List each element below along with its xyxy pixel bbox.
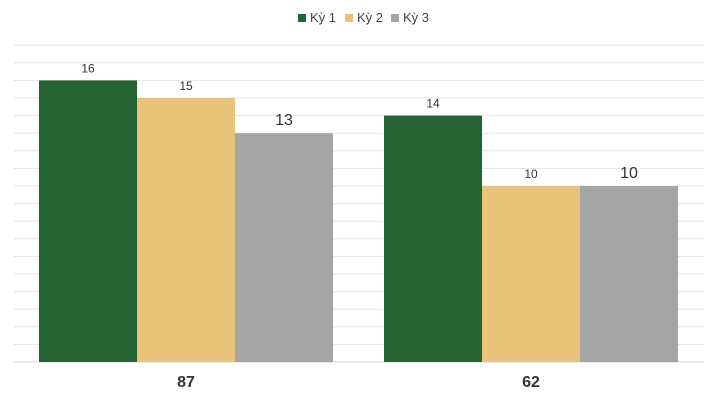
legend-swatch	[345, 14, 353, 22]
bar	[580, 186, 678, 362]
bar	[482, 186, 580, 362]
bar	[137, 98, 235, 362]
legend-swatch	[298, 14, 306, 22]
data-label: 10	[524, 167, 538, 181]
legend-label: Kỳ 2	[357, 10, 383, 25]
legend-label: Kỳ 1	[310, 10, 336, 25]
bar	[384, 115, 482, 362]
bars	[39, 80, 678, 363]
legend-swatch	[391, 14, 399, 22]
bar	[235, 133, 333, 362]
data-labels: 16 15 13 14 10 10	[81, 61, 638, 182]
data-label: 13	[275, 112, 293, 129]
data-label: 15	[179, 79, 193, 93]
category-label: 62	[522, 374, 540, 391]
category-label: 87	[177, 374, 195, 391]
data-label: 14	[426, 97, 440, 111]
legend: Kỳ 1 Kỳ 2 Kỳ 3	[298, 10, 429, 25]
x-axis: 87 62	[177, 374, 540, 391]
data-label: 10	[620, 165, 638, 182]
bar	[39, 80, 137, 363]
legend-label: Kỳ 3	[403, 10, 429, 25]
data-label: 16	[81, 61, 95, 75]
